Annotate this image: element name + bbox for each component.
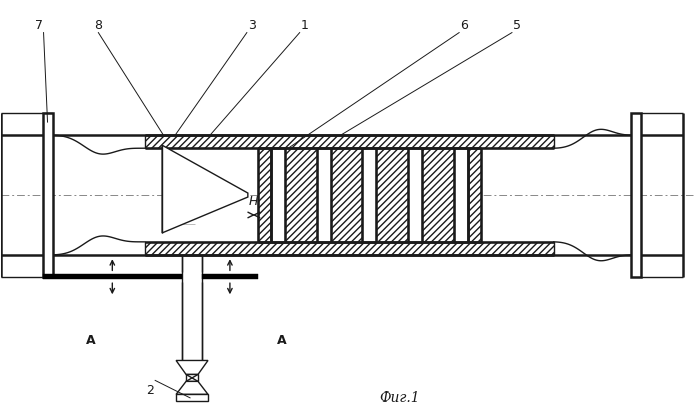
Text: 5: 5 — [513, 19, 521, 32]
Polygon shape — [176, 361, 208, 375]
Text: Фиг.1: Фиг.1 — [379, 392, 419, 405]
Text: A: A — [85, 334, 95, 347]
Bar — [43, 274, 182, 279]
Bar — [176, 394, 208, 401]
Text: A: A — [277, 334, 287, 347]
Bar — [422, 148, 454, 242]
Text: 2: 2 — [146, 384, 154, 397]
Text: 8: 8 — [94, 19, 102, 32]
Bar — [630, 113, 640, 277]
Bar — [284, 148, 317, 242]
Bar — [317, 148, 331, 242]
Text: H: H — [249, 195, 259, 208]
Bar — [468, 148, 481, 242]
Bar — [454, 148, 468, 242]
Text: 1: 1 — [301, 19, 308, 32]
Bar — [145, 242, 554, 255]
Bar — [202, 274, 258, 279]
Polygon shape — [162, 145, 248, 233]
Bar — [331, 148, 363, 242]
Bar — [145, 135, 554, 148]
Bar — [271, 148, 284, 242]
Text: 7: 7 — [34, 19, 43, 32]
Bar — [363, 148, 376, 242]
Bar — [376, 148, 408, 242]
Bar — [258, 148, 271, 242]
Polygon shape — [176, 381, 208, 394]
Bar — [408, 148, 422, 242]
Text: 3: 3 — [248, 19, 256, 32]
Text: 6: 6 — [460, 19, 468, 32]
Bar — [186, 375, 198, 381]
Bar — [43, 113, 52, 277]
